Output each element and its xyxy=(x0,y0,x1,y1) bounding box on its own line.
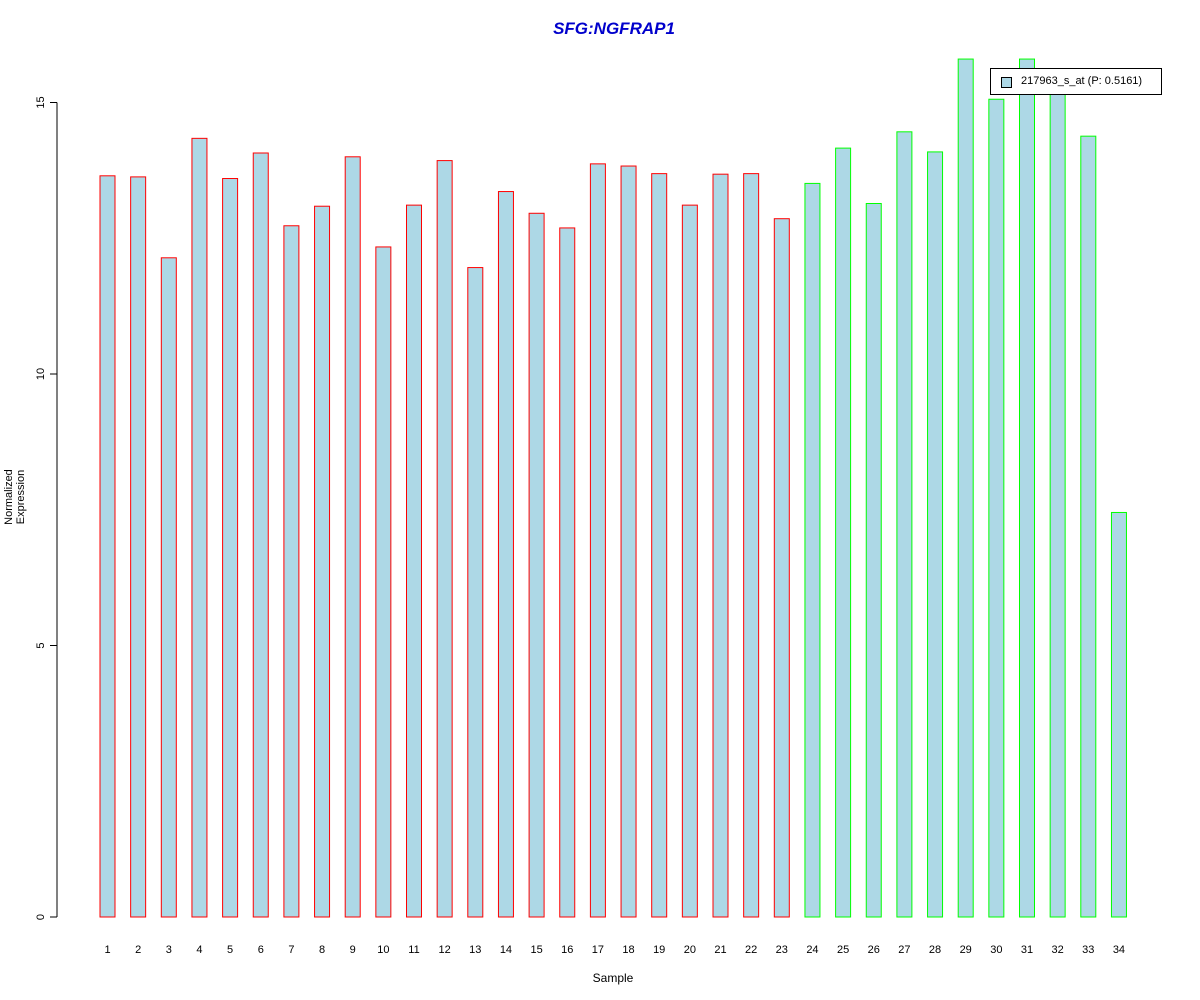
bar-sample-11 xyxy=(406,204,422,918)
x-tick-label: 10 xyxy=(377,944,389,956)
x-tick-label: 28 xyxy=(929,944,941,956)
bar-sample-7 xyxy=(283,225,300,918)
x-tick-label: 26 xyxy=(868,944,880,956)
bar-sample-21 xyxy=(712,173,729,918)
x-tick-label: 16 xyxy=(561,944,573,956)
bar-sample-16 xyxy=(559,227,576,918)
x-tick-label: 13 xyxy=(469,944,481,956)
chart-legend: 217963_s_at (P: 0.5161) xyxy=(990,68,1162,95)
y-tick-label: 15 xyxy=(35,96,47,108)
legend-swatch xyxy=(1001,77,1012,88)
bar-sample-10 xyxy=(375,246,392,918)
x-tick-label: 31 xyxy=(1021,944,1033,956)
x-tick-label: 30 xyxy=(990,944,1002,956)
x-tick-label: 15 xyxy=(530,944,542,956)
x-tick-label: 27 xyxy=(898,944,910,956)
bar-sample-3 xyxy=(160,257,177,918)
bar-sample-20 xyxy=(681,204,698,918)
bar-sample-32 xyxy=(1049,93,1066,918)
bar-sample-9 xyxy=(344,156,361,918)
y-tick-label: 5 xyxy=(35,642,47,648)
x-tick-label: 3 xyxy=(166,944,172,956)
bar-sample-28 xyxy=(927,151,944,918)
bar-sample-15 xyxy=(528,212,545,918)
x-tick-label: 6 xyxy=(258,944,264,956)
x-tick-label: 2 xyxy=(135,944,141,956)
bar-sample-8 xyxy=(314,205,331,918)
x-tick-label: 29 xyxy=(960,944,972,956)
bar-sample-33 xyxy=(1080,135,1097,918)
x-tick-label: 1 xyxy=(104,944,110,956)
x-tick-label: 7 xyxy=(288,944,294,956)
chart-title: SFG:NGFRAP1 xyxy=(553,19,675,38)
bar-sample-29 xyxy=(957,58,974,918)
x-tick-label: 24 xyxy=(806,944,818,956)
x-tick-label: 12 xyxy=(439,944,451,956)
x-tick-label: 23 xyxy=(776,944,788,956)
bar-sample-23 xyxy=(773,218,790,918)
x-tick-label: 4 xyxy=(196,944,202,956)
x-tick-label: 5 xyxy=(227,944,233,956)
bar-sample-34 xyxy=(1110,511,1127,918)
x-tick-label: 21 xyxy=(714,944,726,956)
x-tick-label: 17 xyxy=(592,944,604,956)
x-tick-label: 19 xyxy=(653,944,665,956)
y-tick-label: 0 xyxy=(35,914,47,920)
bar-sample-6 xyxy=(252,152,269,918)
x-tick-label: 25 xyxy=(837,944,849,956)
bar-sample-14 xyxy=(497,191,514,918)
x-tick-label: 33 xyxy=(1082,944,1094,956)
x-axis-label: Sample xyxy=(592,971,634,985)
bar-sample-24 xyxy=(804,182,821,918)
x-tick-label: 14 xyxy=(500,944,512,956)
x-tick-label: 22 xyxy=(745,944,757,956)
bar-sample-4 xyxy=(191,137,208,918)
bar-sample-19 xyxy=(651,173,668,918)
legend-label: 217963_s_at (P: 0.5161) xyxy=(1021,75,1143,87)
bar-sample-5 xyxy=(222,178,239,918)
bar-sample-17 xyxy=(589,163,606,918)
bar-sample-31 xyxy=(1019,58,1035,918)
x-tick-label: 32 xyxy=(1052,944,1064,956)
bar-sample-13 xyxy=(467,267,484,918)
x-tick-label: 34 xyxy=(1113,944,1125,956)
x-tick-label: 11 xyxy=(408,944,419,956)
x-tick-label: 20 xyxy=(684,944,696,956)
x-tick-label: 18 xyxy=(622,944,634,956)
bar-sample-12 xyxy=(436,160,453,918)
bar-sample-2 xyxy=(130,176,147,918)
bar-sample-1 xyxy=(99,175,116,918)
x-tick-label: 9 xyxy=(350,944,356,956)
bar-sample-18 xyxy=(620,165,637,918)
x-tick-label: 8 xyxy=(319,944,325,956)
y-tick-label: 10 xyxy=(35,368,47,380)
bar-sample-22 xyxy=(743,173,760,918)
bar-sample-25 xyxy=(835,147,852,918)
bar-sample-26 xyxy=(865,202,882,918)
bar-sample-27 xyxy=(896,131,913,918)
bar-sample-30 xyxy=(988,98,1005,918)
